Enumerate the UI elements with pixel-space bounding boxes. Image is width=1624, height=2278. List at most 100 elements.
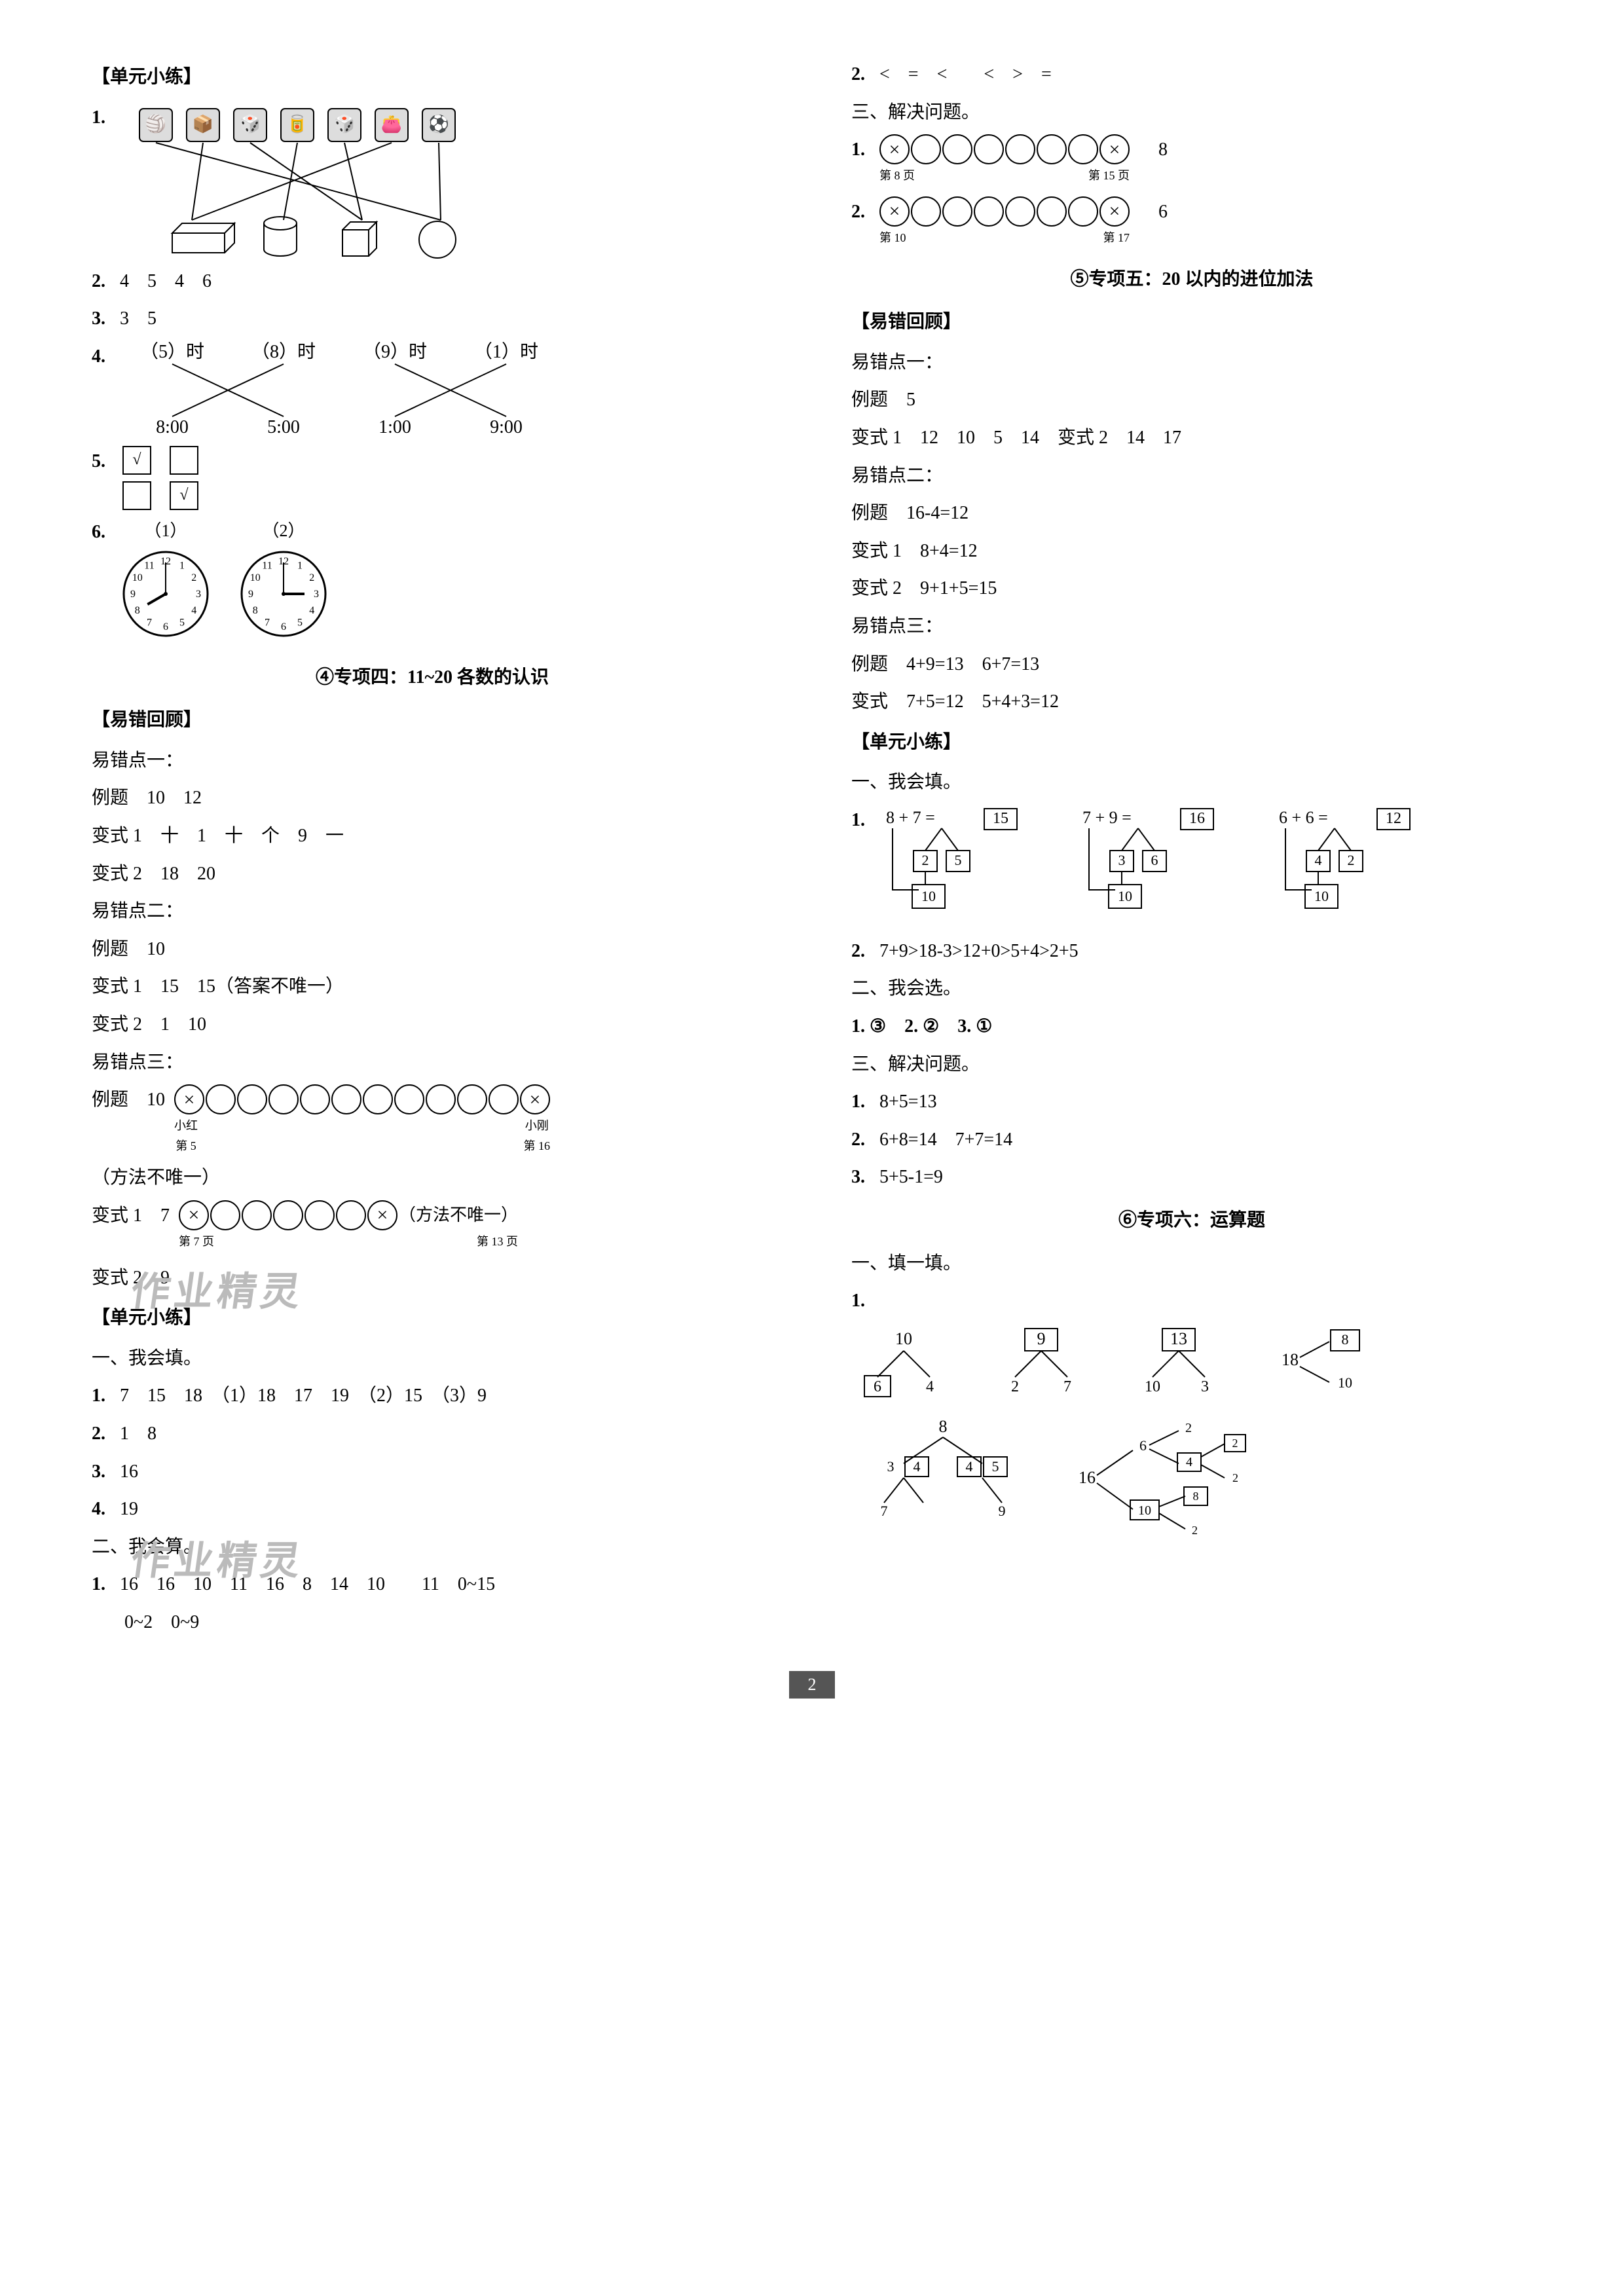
svg-text:1:00: 1:00 xyxy=(378,417,411,437)
svg-text:8: 8 xyxy=(253,605,258,616)
subsection: 三、解决问题。 xyxy=(851,1049,1532,1080)
svg-text:11: 11 xyxy=(262,560,272,572)
q: 3.5+5-1=9 xyxy=(851,1162,1532,1193)
variant: 变式 2 9+1+5=15 xyxy=(851,573,1532,604)
page-number: 2 xyxy=(789,1671,835,1699)
svg-text:13: 13 xyxy=(1170,1329,1187,1348)
unit-heading: ④专项四：11~20 各数的认识 xyxy=(92,662,773,693)
svg-text:2: 2 xyxy=(1185,1421,1192,1435)
svg-text:8 + 7 =: 8 + 7 = xyxy=(886,808,935,827)
svg-text:🏐: 🏐 xyxy=(145,114,166,134)
svg-text:1: 1 xyxy=(297,560,303,572)
variant: 变式 2 18 20 xyxy=(92,858,773,890)
svg-text:7 + 9 =: 7 + 9 = xyxy=(1082,808,1132,827)
circle-row: ××第 8 页第 15 页 xyxy=(879,134,1130,190)
svg-text:2: 2 xyxy=(922,852,929,868)
svg-text:9: 9 xyxy=(1037,1329,1046,1348)
variant: 变式 1 十 1 十 个 9 一 xyxy=(92,820,773,852)
svg-text:7: 7 xyxy=(147,617,152,628)
svg-text:👛: 👛 xyxy=(381,115,402,134)
svg-text:2: 2 xyxy=(1232,1437,1238,1450)
svg-text:11: 11 xyxy=(144,560,154,572)
q: 2.1 8 xyxy=(92,1418,773,1450)
svg-text:5: 5 xyxy=(992,1458,999,1475)
svg-text:4: 4 xyxy=(966,1458,973,1475)
svg-text:7: 7 xyxy=(1063,1378,1071,1395)
svg-text:（5）时: （5）时 xyxy=(140,341,204,362)
q: 2.7+9>18-3>12+0>5+4>2+5 xyxy=(851,936,1532,967)
example: 例题 5 xyxy=(851,384,1532,416)
svg-text:8: 8 xyxy=(1193,1490,1199,1503)
q: 3.16 xyxy=(92,1456,773,1488)
svg-text:6: 6 xyxy=(281,621,286,633)
subsection: 二、我会选。 xyxy=(851,973,1532,1004)
svg-text:15: 15 xyxy=(993,810,1008,827)
unit-heading: ⑤专项五：20 以内的进位加法 xyxy=(851,264,1532,295)
svg-text:2: 2 xyxy=(1192,1524,1198,1537)
variant: 变式 2 9 xyxy=(92,1262,773,1294)
svg-text:10: 10 xyxy=(250,572,261,583)
svg-text:2: 2 xyxy=(1232,1471,1238,1484)
svg-text:10: 10 xyxy=(921,888,936,904)
variant-circles: 变式 1 7 ×× （方法不唯一）第 7 页第 13 页 xyxy=(92,1200,773,1256)
subsection: 三、解决问题。 xyxy=(851,97,1532,128)
svg-text:5: 5 xyxy=(955,852,962,868)
svg-text:6: 6 xyxy=(1151,852,1158,868)
svg-text:16: 16 xyxy=(1189,810,1205,827)
q-circles: 1. ××第 8 页第 15 页 8 xyxy=(851,134,1532,190)
q2: 2.4 5 4 6 xyxy=(92,266,773,297)
svg-text:18: 18 xyxy=(1282,1350,1299,1369)
svg-text:🥫: 🥫 xyxy=(287,114,308,134)
section-title: 【易错回顾】 xyxy=(851,306,1532,338)
variant: 变式 1 8+4=12 xyxy=(851,536,1532,567)
svg-text:5: 5 xyxy=(179,617,185,628)
svg-text:3: 3 xyxy=(196,589,201,600)
variant: 变式 1 12 10 5 14 变式 2 14 17 xyxy=(851,422,1532,454)
svg-text:16: 16 xyxy=(1079,1468,1096,1487)
svg-text:5: 5 xyxy=(297,617,303,628)
check-grid: √√ xyxy=(120,446,201,510)
svg-text:1: 1 xyxy=(179,560,185,572)
q6-clocks: 6. （1）123456789101112（2）123456789101112 xyxy=(92,517,773,650)
svg-text:2: 2 xyxy=(191,572,196,583)
svg-text:6: 6 xyxy=(874,1378,881,1395)
svg-text:10: 10 xyxy=(895,1329,912,1348)
variant: 变式 1 15 15（答案不唯一） xyxy=(92,971,773,1002)
q: 2.6+8=14 7+7=14 xyxy=(851,1124,1532,1156)
section-title: 【单元小练】 xyxy=(851,727,1532,758)
svg-text:10: 10 xyxy=(1145,1378,1160,1395)
subsection: 一、我会填。 xyxy=(851,767,1532,798)
example-circles: 例题 10 ××小红第 5小刚第 16 xyxy=(92,1084,773,1156)
q-circles: 2. ××第 10第 17 6 xyxy=(851,196,1532,252)
right-column: 2.< = < < > = 三、解决问题。 1. ××第 8 页第 15 页 8… xyxy=(851,52,1532,1645)
circle-row: ××第 10第 17 xyxy=(879,196,1130,252)
example: 例题 4+9=13 6+7=13 xyxy=(851,649,1532,680)
decompose-row: 8 + 7 =1525107 + 9 =1636106 + 6 =124210 xyxy=(879,805,1443,929)
svg-text:9: 9 xyxy=(130,589,136,600)
svg-text:8: 8 xyxy=(1342,1331,1349,1348)
q1-matching: 1. 🏐📦🎲🥫🎲👛⚽ xyxy=(92,102,773,259)
example: 例题 10 12 xyxy=(92,782,773,814)
svg-text:8:00: 8:00 xyxy=(156,417,189,437)
svg-text:10: 10 xyxy=(1314,888,1329,904)
svg-text:2: 2 xyxy=(1011,1378,1019,1395)
variant: 变式 7+5=12 5+4+3=12 xyxy=(851,686,1532,718)
svg-text:6: 6 xyxy=(1139,1437,1147,1454)
svg-text:6 + 6 =: 6 + 6 = xyxy=(1279,808,1328,827)
svg-text:📦: 📦 xyxy=(193,114,213,134)
svg-text:2: 2 xyxy=(1348,852,1355,868)
svg-text:3: 3 xyxy=(887,1458,895,1475)
svg-text:2: 2 xyxy=(309,572,314,583)
q: 1.7 15 18 （1）18 17 19 （2）15 （3）9 xyxy=(92,1380,773,1412)
svg-text:3: 3 xyxy=(314,589,319,600)
svg-text:（9）时: （9）时 xyxy=(363,341,427,362)
svg-text:3: 3 xyxy=(1118,852,1126,868)
svg-text:🎲: 🎲 xyxy=(334,114,355,134)
svg-text:5:00: 5:00 xyxy=(267,417,300,437)
q-number: 1. xyxy=(92,102,105,134)
svg-text:6: 6 xyxy=(163,621,168,633)
example: 例题 10 xyxy=(92,934,773,965)
unit-heading: ⑥专项六：运算题 xyxy=(851,1205,1532,1236)
matching-diagram: 🏐📦🎲🥫🎲👛⚽ xyxy=(120,102,473,259)
q: 2.< = < < > = xyxy=(851,59,1532,90)
